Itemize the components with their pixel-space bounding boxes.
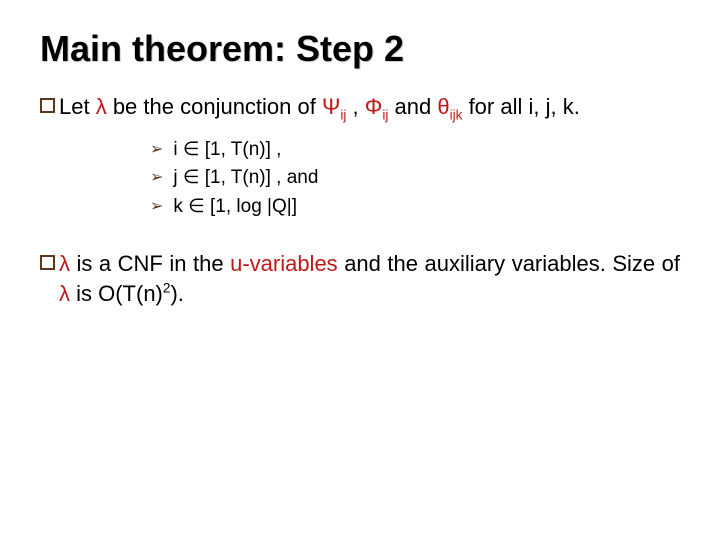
sub-i-text: i ∈ [1, T(n)] , bbox=[173, 136, 281, 165]
p2-mid3: is O(T(n) bbox=[70, 281, 163, 306]
arrow-icon: ➢ bbox=[150, 195, 163, 219]
p1-sep1: , bbox=[346, 94, 364, 119]
p2-close: ). bbox=[170, 281, 183, 306]
p1-mid2: and bbox=[388, 94, 437, 119]
square-bullet-icon bbox=[40, 98, 55, 113]
p1-prefix: Let bbox=[59, 94, 96, 119]
p1-mid3: for all i, j, k. bbox=[462, 94, 579, 119]
p1-psi: Ψ bbox=[322, 94, 340, 119]
p2-uvar: u-variables bbox=[230, 251, 338, 276]
p1-phi: Φ bbox=[365, 94, 383, 119]
p1-theta: θ bbox=[437, 94, 449, 119]
p2-mid2: and the auxiliary variables. Size of bbox=[338, 251, 680, 276]
bullet-item-1: Let λ be the conjunction of Ψij , Φij an… bbox=[40, 92, 680, 122]
arrow-icon: ➢ bbox=[150, 138, 163, 162]
sub-item-j: ➢ j ∈ [1, T(n)] , and bbox=[150, 164, 680, 193]
sub-k-text: k ∈ [1, log |Q|] bbox=[173, 193, 297, 222]
bullet-item-2: λ is a CNF in the u-variables and the au… bbox=[40, 249, 680, 308]
p1-theta-sub: ijk bbox=[450, 107, 463, 122]
sub-item-k: ➢ k ∈ [1, log |Q|] bbox=[150, 193, 680, 222]
p1-lambda: λ bbox=[96, 94, 107, 119]
slide-title: Main theorem: Step 2 bbox=[40, 28, 680, 70]
p2-lambda2: λ bbox=[59, 281, 70, 306]
bullet-1-text: Let λ be the conjunction of Ψij , Φij an… bbox=[59, 92, 680, 122]
sub-item-i: ➢ i ∈ [1, T(n)] , bbox=[150, 136, 680, 165]
p1-mid1: be the conjunction of bbox=[107, 94, 322, 119]
sub-list: ➢ i ∈ [1, T(n)] , ➢ j ∈ [1, T(n)] , and … bbox=[150, 136, 680, 222]
bullet-2-text: λ is a CNF in the u-variables and the au… bbox=[59, 249, 680, 308]
p2-lambda: λ bbox=[59, 251, 70, 276]
p2-mid1: is a CNF in the bbox=[70, 251, 230, 276]
square-bullet-icon bbox=[40, 255, 55, 270]
sub-j-text: j ∈ [1, T(n)] , and bbox=[173, 164, 318, 193]
arrow-icon: ➢ bbox=[150, 166, 163, 190]
